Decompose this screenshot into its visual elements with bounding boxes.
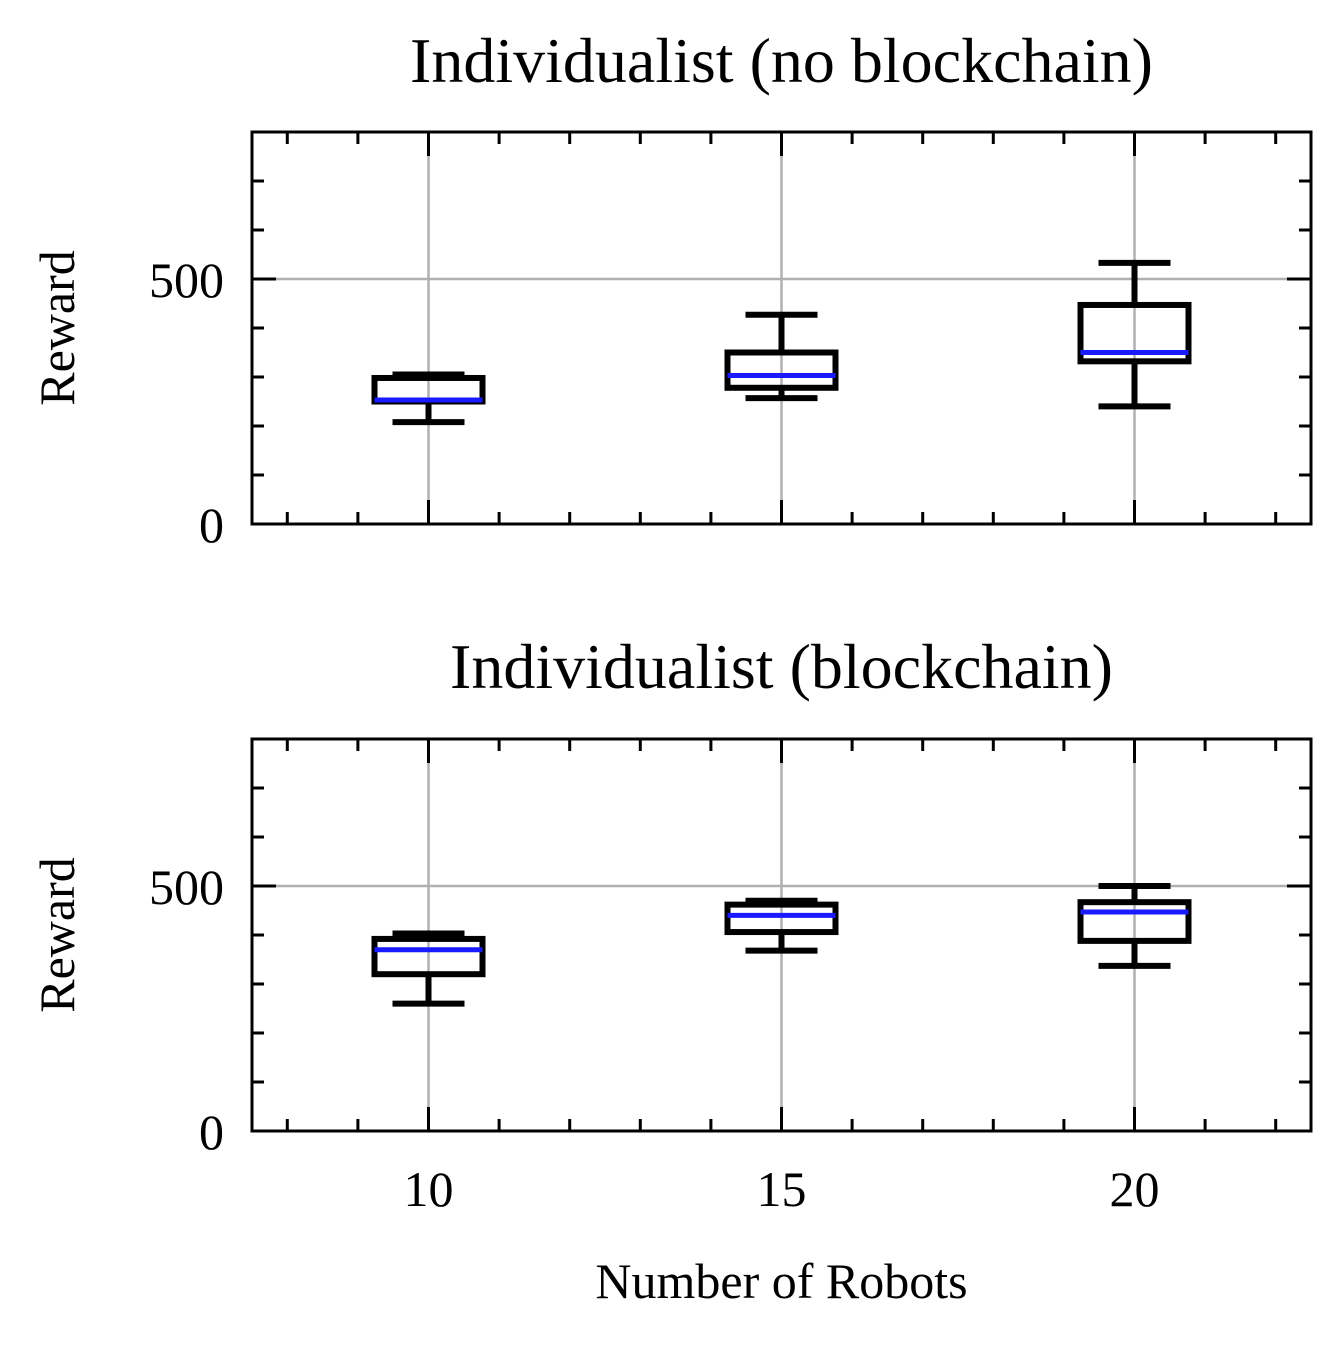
y-tick-label: 0 <box>199 497 224 553</box>
box-15 <box>724 897 839 954</box>
box-iqr <box>724 901 839 936</box>
box-20 <box>1077 259 1192 410</box>
box-10 <box>371 930 486 1007</box>
panel-title: Individualist (blockchain) <box>450 631 1113 702</box>
panel-1: Individualist (no blockchain) Reward 0 500 <box>29 25 1313 553</box>
box-iqr <box>371 935 486 978</box>
box-20 <box>1077 883 1192 969</box>
box-10 <box>371 371 486 426</box>
x-tick-label: 10 <box>404 1161 454 1217</box>
y-tick-label: 0 <box>199 1104 224 1160</box>
panel-title: Individualist (no blockchain) <box>410 25 1153 96</box>
y-tick-label: 500 <box>149 859 224 915</box>
y-tick-label: 500 <box>149 252 224 308</box>
y-axis-label: Reward <box>29 250 85 406</box>
box-iqr <box>724 349 839 391</box>
axes-frame <box>250 130 1313 526</box>
panel-2: Individualist (blockchain) Reward 0 500 10 15… <box>29 631 1313 1309</box>
x-axis-label: Number of Robots <box>595 1253 967 1309</box>
axes-frame <box>250 737 1313 1133</box>
box-15 <box>724 311 839 402</box>
y-axis-label: Reward <box>29 857 85 1013</box>
x-tick-label: 20 <box>1110 1161 1160 1217</box>
x-tick-label: 15 <box>757 1161 807 1217</box>
box-iqr <box>1077 301 1192 365</box>
box-iqr <box>1077 899 1192 944</box>
